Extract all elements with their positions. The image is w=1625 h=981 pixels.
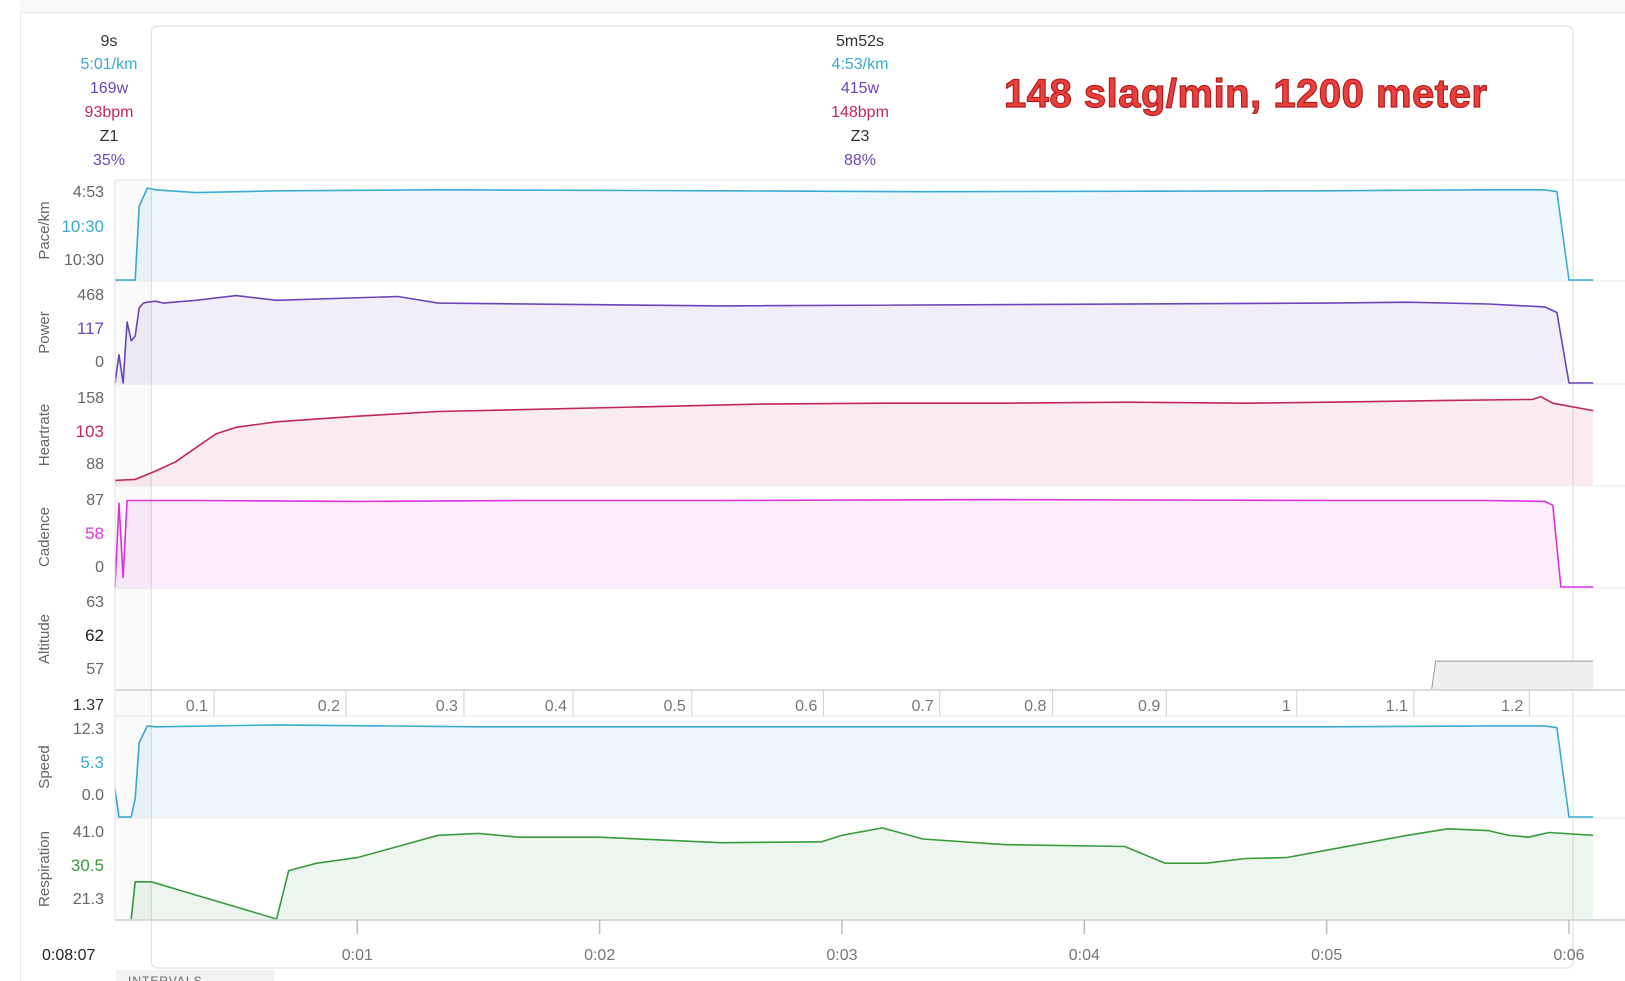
stat-interval-percent: 88% bbox=[843, 152, 877, 169]
stat-interval-power: 415w bbox=[840, 80, 880, 97]
distance-tick-1: 0.2 bbox=[318, 698, 340, 715]
stat-interval-duration: 5m52s bbox=[835, 33, 885, 50]
series-line-heartrate bbox=[114, 395, 1594, 482]
series-line-speed bbox=[114, 724, 1594, 818]
stat-warmup-heartrate: 93bpm bbox=[84, 104, 134, 121]
time-tick-2: 0:03 bbox=[826, 947, 857, 964]
axis-label-altitude: Altitude bbox=[36, 614, 53, 664]
axis-label-power: Power bbox=[36, 311, 53, 354]
series-fill-pace bbox=[115, 188, 1594, 280]
stat-warmup-zone: Z1 bbox=[99, 128, 119, 145]
series-fill-heartrate bbox=[115, 396, 1594, 485]
series-line-pace bbox=[115, 187, 1594, 281]
distance-tick-4: 0.5 bbox=[663, 698, 685, 715]
tick-heartrate-1: 103 bbox=[76, 422, 104, 441]
tick-pace-2: 10:30 bbox=[64, 252, 104, 269]
tick-power-0: 468 bbox=[77, 287, 104, 304]
tick-speed-2: 0.0 bbox=[82, 787, 104, 804]
stat-interval-heartrate: 148bpm bbox=[831, 104, 889, 121]
axis-label-cadence: Cadence bbox=[36, 507, 53, 567]
series-fill-respiration bbox=[131, 827, 1594, 919]
tick-heartrate-2: 88 bbox=[86, 456, 104, 473]
tick-pace-1: 10:30 bbox=[61, 217, 104, 236]
distance-axis-start: 1.37 bbox=[73, 697, 104, 714]
tick-cadence-0: 87 bbox=[86, 492, 104, 509]
tick-altitude-1: 62 bbox=[85, 626, 104, 645]
tick-cadence-2: 0 bbox=[95, 559, 104, 576]
tick-cadence-1: 58 bbox=[85, 524, 104, 543]
axis-label-pace: Pace/km bbox=[36, 201, 53, 259]
tick-altitude-0: 63 bbox=[86, 594, 104, 611]
annotation-text: 148 slag/min, 1200 meter bbox=[1003, 71, 1488, 116]
selection-interval[interactable] bbox=[150, 25, 1574, 969]
distance-tick-7: 0.8 bbox=[1024, 698, 1046, 715]
top-bar bbox=[20, 0, 1625, 13]
stat-warmup-power: 169w bbox=[89, 80, 129, 97]
time-tick-1: 0:02 bbox=[584, 947, 615, 964]
axis-label-heartrate: Heartrate bbox=[36, 404, 53, 467]
tick-pace-0: 4:53 bbox=[73, 184, 104, 201]
stat-warmup-duration: 9s bbox=[100, 33, 118, 50]
tick-power-2: 0 bbox=[95, 354, 104, 371]
tick-respiration-0: 41.0 bbox=[73, 824, 104, 841]
stat-interval-zone: Z3 bbox=[850, 128, 870, 145]
tick-heartrate-0: 158 bbox=[77, 390, 104, 407]
stat-warmup-percent: 35% bbox=[92, 152, 126, 169]
tick-respiration-1: 30.5 bbox=[71, 856, 104, 875]
tick-respiration-2: 21.3 bbox=[73, 891, 104, 908]
series-fill-cadence bbox=[115, 499, 1594, 587]
tick-power-1: 117 bbox=[77, 319, 104, 338]
distance-tick-2: 0.3 bbox=[436, 698, 458, 715]
distance-tick-10: 1.1 bbox=[1386, 698, 1408, 715]
tick-speed-1: 5.3 bbox=[80, 753, 104, 772]
tick-altitude-2: 57 bbox=[86, 661, 104, 678]
tick-speed-0: 12.3 bbox=[73, 721, 104, 738]
time-axis-start: 0:08:07 bbox=[42, 947, 95, 964]
distance-tick-6: 0.7 bbox=[911, 698, 933, 715]
selection-warmup[interactable] bbox=[115, 180, 151, 920]
distance-tick-0: 0.1 bbox=[186, 698, 208, 715]
series-line-cadence bbox=[114, 498, 1594, 588]
intervals-tab[interactable]: INTERVALS bbox=[116, 970, 274, 981]
stat-warmup-pace: 5:01/km bbox=[80, 56, 138, 73]
series-line-power bbox=[114, 294, 1594, 384]
axis-label-speed: Speed bbox=[36, 745, 53, 788]
axis-label-respiration: Respiration bbox=[36, 831, 53, 907]
distance-tick-11: 1.2 bbox=[1501, 698, 1523, 715]
distance-tick-9: 1 bbox=[1282, 698, 1291, 715]
time-tick-5: 0:06 bbox=[1553, 947, 1584, 964]
series-fill-power bbox=[115, 295, 1594, 383]
series-line-altitude bbox=[1431, 660, 1594, 690]
distance-tick-3: 0.4 bbox=[545, 698, 567, 715]
series-line-respiration bbox=[130, 827, 1594, 920]
series-fill-altitude bbox=[1431, 661, 1594, 689]
time-tick-0: 0:01 bbox=[342, 947, 373, 964]
distance-tick-8: 0.9 bbox=[1138, 698, 1160, 715]
distance-tick-5: 0.6 bbox=[795, 698, 817, 715]
sidebar-border bbox=[20, 12, 21, 981]
time-tick-3: 0:04 bbox=[1069, 947, 1100, 964]
stat-interval-pace: 4:53/km bbox=[831, 56, 889, 73]
time-tick-4: 0:05 bbox=[1311, 947, 1342, 964]
series-fill-speed bbox=[115, 724, 1594, 817]
